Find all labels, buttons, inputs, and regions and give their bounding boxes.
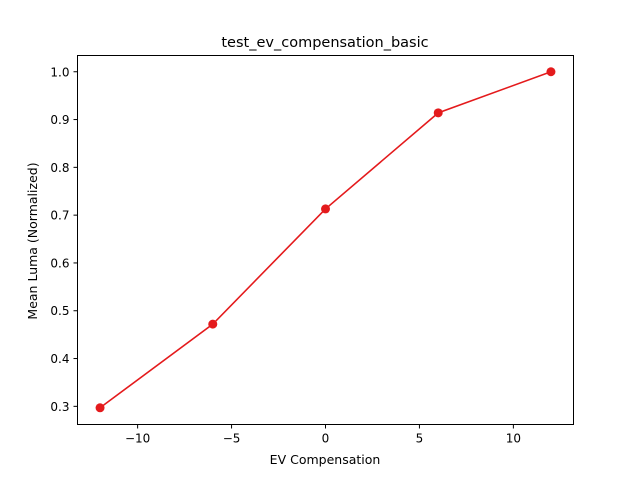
y-tick-label: 0.8	[50, 161, 69, 175]
data-point	[546, 67, 556, 77]
x-tick-label: 10	[506, 432, 521, 446]
data-point	[208, 319, 218, 329]
y-tick-label: 0.3	[50, 400, 69, 414]
plot-frame	[77, 55, 574, 425]
x-tick-label: −10	[125, 432, 150, 446]
y-tick-label: 0.6	[50, 256, 69, 270]
data-point	[95, 403, 105, 413]
y-tick-label: 0.5	[50, 304, 69, 318]
y-tick-label: 0.9	[50, 113, 69, 127]
x-tick-label: 0	[322, 432, 330, 446]
x-tick-label: −5	[223, 432, 241, 446]
data-point	[321, 204, 330, 214]
x-axis-label: EV Compensation	[270, 452, 381, 467]
y-tick-label: 0.4	[50, 352, 69, 366]
x-tick-label: 5	[416, 432, 424, 446]
y-axis-label: Mean Luma (Normalized)	[25, 162, 40, 319]
chart-title: test_ev_compensation_basic	[221, 35, 428, 51]
y-tick-label: 0.7	[50, 209, 69, 223]
data-point	[433, 108, 443, 118]
series-line	[99, 70, 552, 409]
y-tick-label: 1.0	[50, 65, 69, 79]
